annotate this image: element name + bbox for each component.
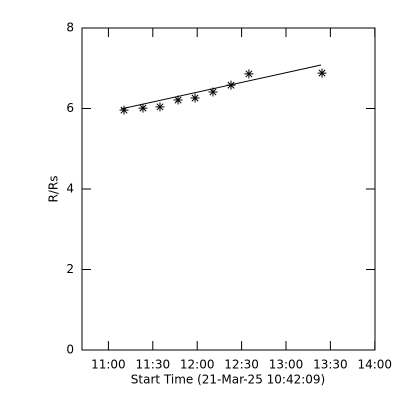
point — [244, 69, 254, 79]
y-tick-label: 4 — [66, 182, 74, 196]
point — [173, 95, 183, 105]
x-tick-label: 14:00 — [357, 358, 392, 372]
x-tick-label: 13:00 — [269, 358, 304, 372]
point — [190, 93, 200, 103]
x-tick-label: 13:30 — [313, 358, 348, 372]
x-tick-label: 11:00 — [91, 358, 126, 372]
point — [119, 105, 129, 115]
y-axis-label: R/Rs — [47, 176, 61, 203]
x-axis-label: Start Time (21-Mar-25 10:42:09) — [131, 373, 325, 387]
plot-frame — [81, 27, 376, 351]
x-tick-label: 12:00 — [180, 358, 215, 372]
point — [155, 102, 165, 112]
fit-line — [120, 64, 322, 110]
y-tick-label: 0 — [66, 343, 74, 357]
y-tick-label: 2 — [66, 262, 74, 276]
y-tick-label: 6 — [66, 101, 74, 115]
x-tick-label: 11:30 — [136, 358, 171, 372]
y-tick-label: 8 — [66, 21, 74, 35]
point — [138, 103, 148, 113]
point — [226, 80, 236, 90]
point — [317, 68, 327, 78]
point — [208, 87, 218, 97]
x-tick-label: 12:30 — [224, 358, 259, 372]
